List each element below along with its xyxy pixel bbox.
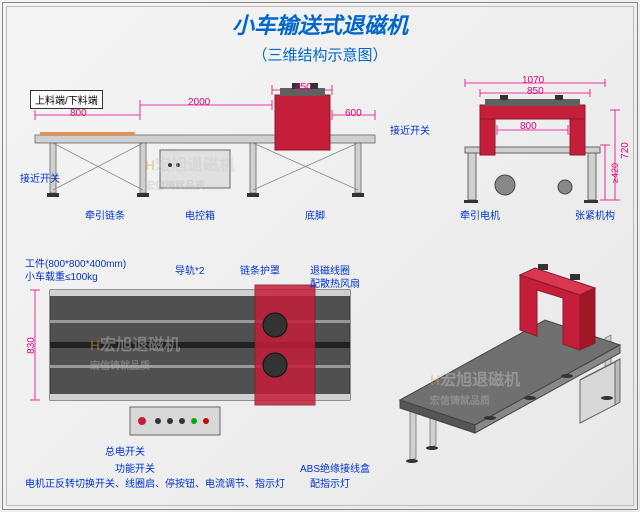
lbl-rails: 导轨*2 — [175, 262, 204, 277]
lbl-tension: 张紧机构 — [575, 207, 615, 222]
dim-450: 450 — [295, 82, 312, 93]
dim-800i: 800 — [520, 121, 537, 132]
lbl-motor: 牵引电机 — [460, 207, 500, 222]
dim-420: ≥420 — [610, 163, 620, 183]
lbl-func-switch: 功能开关 — [115, 460, 155, 475]
lbl-func-detail: 电机正反转切换开关、线圈启、停按钮、电流调节、指示灯 — [25, 475, 285, 490]
lbl-workpiece2: 小车载重≤100kg — [25, 268, 98, 283]
lbl-control-box: 电控箱 — [185, 207, 215, 222]
diagram-canvas: 上料端/下料端 800 2000 450 600 接近开 — [0, 0, 640, 512]
iso-view — [380, 250, 630, 480]
dim-600: 600 — [345, 108, 362, 119]
lbl-main-switch: 总电开关 — [105, 443, 145, 458]
dim-2000: 2000 — [188, 97, 210, 108]
lbl-junction: ABS绝缘接线盒 — [300, 460, 370, 475]
lbl-chain-guard: 链条护罩 — [240, 262, 280, 277]
lbl-foot: 底脚 — [305, 207, 325, 222]
dim-830: 830 — [26, 337, 37, 354]
dim-800: 800 — [70, 108, 87, 119]
lbl-prox-l: 接近开关 — [20, 170, 60, 185]
dim-850: 850 — [527, 86, 544, 97]
lbl-junction-led: 配指示灯 — [310, 475, 350, 490]
dim-1070: 1070 — [522, 75, 544, 86]
lbl-chain: 牵引链条 — [85, 207, 125, 222]
lbl-fan: 配散热风扇 — [310, 275, 360, 290]
lbl-prox-r: 接近开关 — [390, 122, 430, 137]
dim-720: 720 — [620, 142, 631, 159]
top-view — [20, 265, 365, 445]
